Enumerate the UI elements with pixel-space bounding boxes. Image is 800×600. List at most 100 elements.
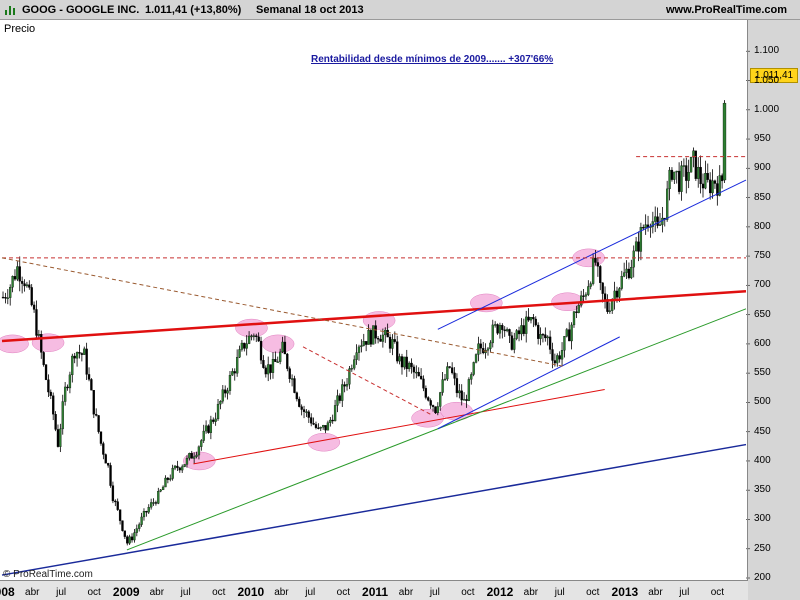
candle-body (209, 419, 213, 433)
candle-body (455, 378, 459, 394)
candle-body (61, 401, 64, 430)
candle-body (176, 465, 179, 468)
candle-body (591, 257, 595, 284)
x-tick-label: 2012 (486, 585, 514, 599)
candle-body (312, 423, 315, 425)
candle-body (233, 371, 236, 374)
candle-body (68, 374, 72, 389)
candle-body (654, 216, 657, 222)
bar-chart-icon[interactable] (4, 4, 16, 16)
candle-body (23, 283, 26, 287)
x-tick-label: jul (305, 587, 316, 598)
candle-body (496, 324, 499, 334)
candle-body (613, 290, 616, 301)
candle-body (66, 386, 69, 389)
candle-body (701, 183, 705, 189)
candle-body (699, 166, 702, 185)
candle-body (255, 335, 258, 337)
site-link[interactable]: www.ProRealTime.com (666, 4, 788, 16)
candle-body (563, 336, 566, 351)
candle-body (126, 536, 129, 544)
candle-body (589, 283, 592, 287)
candle-body (587, 286, 590, 295)
y-axis-title: Precio (4, 23, 36, 35)
candle-body (1, 296, 5, 299)
candle-body (596, 262, 600, 267)
candle-body (75, 352, 79, 359)
candle-body (544, 334, 547, 339)
candle-body (372, 325, 375, 345)
candle-body (147, 507, 150, 513)
candle-body (238, 349, 241, 358)
candle-body (644, 224, 647, 228)
candle-body (357, 346, 361, 353)
candle-body (259, 340, 263, 361)
candle-body (300, 406, 303, 410)
candle-body (302, 409, 306, 412)
candle-body (618, 288, 621, 298)
candle-body (529, 317, 533, 321)
candle-body (204, 425, 208, 432)
x-tick-label: jul (554, 587, 565, 598)
x-tick-label: abr (523, 587, 539, 598)
candle-body (675, 170, 678, 173)
candle-body (142, 511, 146, 518)
candle-body (341, 384, 344, 401)
x-tick-label: 2010 (237, 585, 265, 599)
candle-body (637, 241, 640, 252)
candle-body (417, 371, 420, 377)
x-tick-label: abr (25, 587, 40, 598)
candle-body (52, 395, 55, 415)
candle-body (324, 425, 327, 431)
candle-body (405, 356, 408, 370)
return-annotation: Rentabilidad desde mínimos de 2009......… (311, 54, 554, 65)
candle-body (558, 355, 561, 360)
candle-body (355, 352, 358, 360)
candle-body (510, 335, 514, 350)
candle-body (326, 422, 330, 431)
chart-header: GOOG - GOOGLE INC. 1.011,41 (+13,80%) Se… (0, 0, 800, 20)
trendline-resistance-thick (1, 289, 747, 343)
candle-body (458, 390, 461, 394)
x-axis-panel (0, 580, 748, 600)
candle-body (515, 330, 518, 339)
candle-body (498, 325, 502, 334)
candle-body (35, 309, 38, 336)
candle-body (6, 297, 9, 299)
candle-body (687, 172, 690, 181)
candle-body (393, 339, 396, 342)
x-tick-label: abr (398, 587, 414, 598)
candle-body (281, 341, 284, 353)
candle-body (228, 375, 232, 391)
candle-body (491, 324, 494, 344)
candle-body (192, 456, 196, 459)
candle-body (439, 392, 442, 407)
candle-body (470, 374, 473, 380)
candle-body (83, 348, 86, 355)
candle-body (95, 414, 98, 416)
candle-body (149, 502, 153, 508)
candle-body (348, 368, 351, 385)
candle-body (427, 397, 430, 401)
candle-body (123, 530, 127, 537)
candle-body (104, 454, 107, 464)
candle-body (140, 516, 143, 525)
candle-body (71, 355, 74, 376)
candle-body (465, 399, 468, 401)
candle-body (336, 395, 339, 406)
highlight-circle (307, 432, 341, 452)
x-tick-label: jul (679, 587, 690, 598)
trendline-channel-lower (437, 336, 620, 430)
candle-body-last (722, 102, 727, 181)
candle-body (479, 343, 482, 349)
candle-body (138, 524, 141, 529)
y-tick-label: 750 (754, 250, 771, 262)
candle-body (290, 378, 294, 380)
candle-body (221, 389, 224, 402)
candle-body (486, 348, 490, 351)
candle-body (99, 431, 103, 444)
candle-body (310, 417, 313, 424)
candle-body (212, 419, 215, 422)
candle-body (692, 150, 695, 158)
